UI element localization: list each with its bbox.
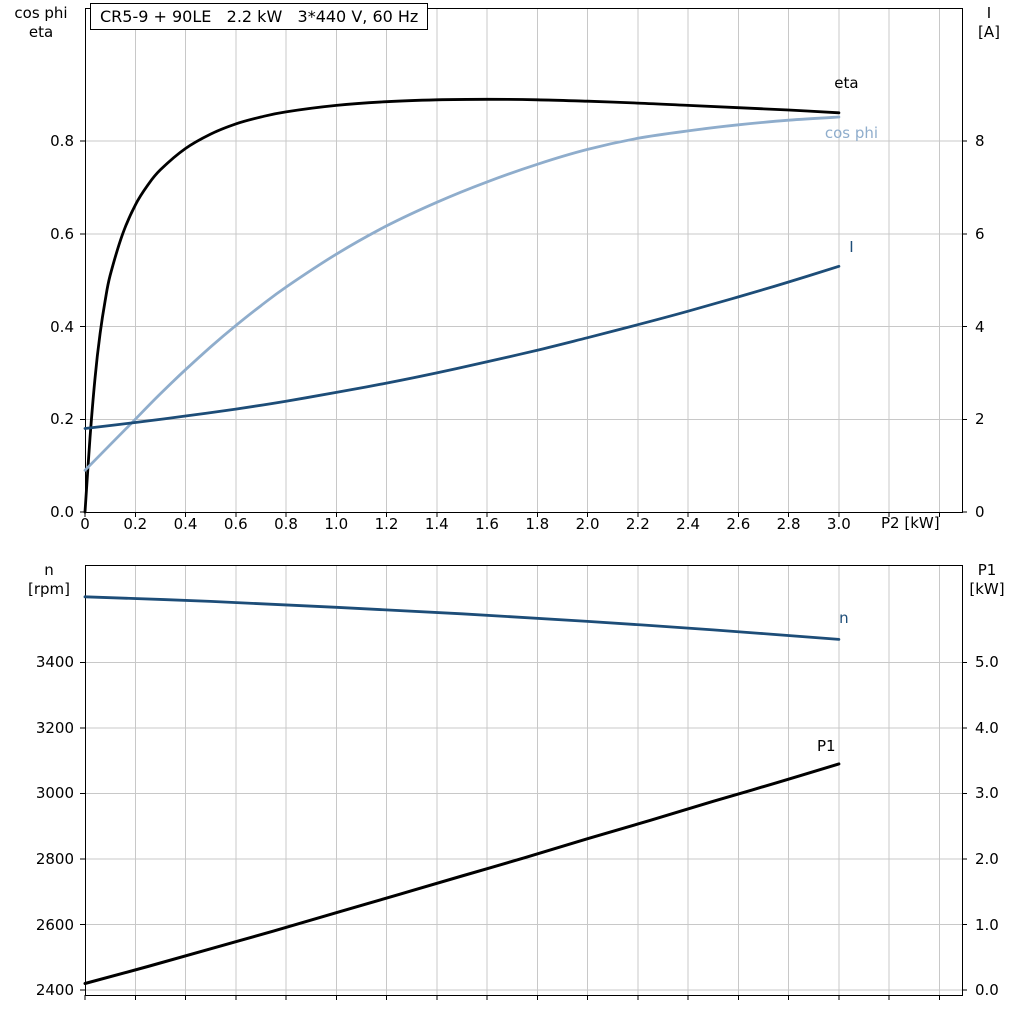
series-current bbox=[83, 264, 841, 430]
series-eta bbox=[83, 97, 841, 514]
plot-frame bbox=[85, 565, 963, 996]
series-p1 bbox=[83, 762, 841, 985]
series-speed bbox=[83, 595, 841, 641]
plot-frame bbox=[85, 8, 963, 513]
series-cos-phi bbox=[83, 115, 841, 472]
